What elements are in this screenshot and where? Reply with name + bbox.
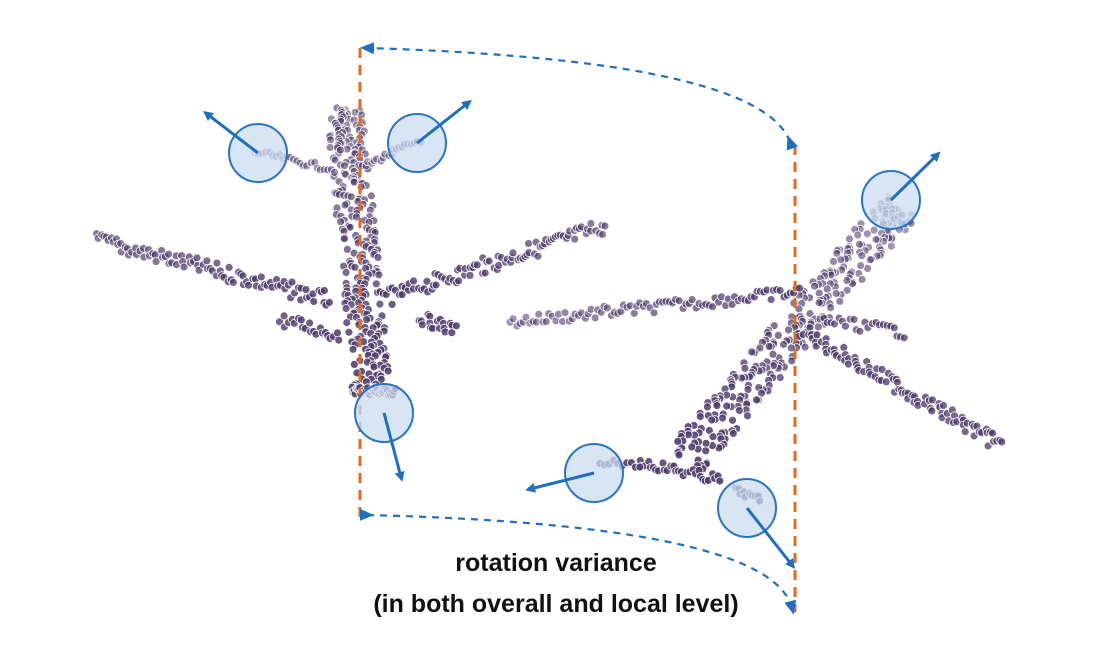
local-patch-right-wing [387, 99, 472, 173]
arrow-icon [382, 412, 405, 482]
local-patch-left-wing [203, 110, 288, 183]
airplane-point-cloud-left [92, 103, 610, 400]
arrow-icon [416, 99, 472, 145]
arrow-icon [203, 110, 259, 155]
caption-line-2: (in both overall and local level) [373, 590, 739, 618]
local-patch-tail-right [861, 151, 941, 230]
local-patch-nose-right [717, 478, 796, 569]
rotation-arrow-top [360, 42, 799, 151]
caption-line-1: rotation variance [455, 549, 657, 577]
local-patch-wing-right [525, 443, 624, 503]
local-patch-nose-left [354, 383, 414, 482]
arrow-icon [889, 151, 941, 202]
arrow-icon [525, 471, 595, 493]
arrow-icon [745, 507, 796, 569]
